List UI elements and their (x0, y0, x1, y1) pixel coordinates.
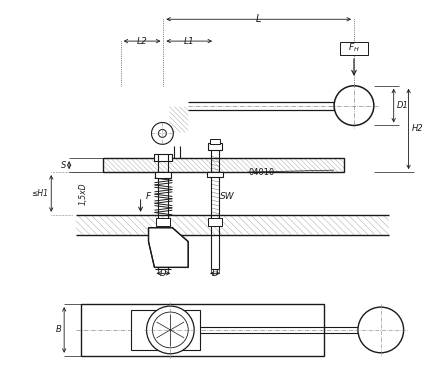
Circle shape (334, 86, 374, 125)
Text: 1,5xD: 1,5xD (78, 182, 88, 205)
Bar (131, 310, 200, 350)
Text: $F_H$: $F_H$ (348, 42, 360, 54)
Bar (81, 304, 324, 356)
Polygon shape (149, 228, 188, 267)
Text: S: S (61, 161, 66, 170)
Text: H2: H2 (412, 125, 423, 134)
Text: 04010: 04010 (249, 168, 275, 177)
Bar (208, 218, 222, 226)
Text: F: F (146, 193, 151, 202)
Text: ≤H1: ≤H1 (31, 189, 48, 198)
Circle shape (151, 122, 174, 144)
Circle shape (146, 306, 194, 354)
Bar (340, 42, 368, 55)
Text: D: D (212, 269, 218, 278)
Text: SW: SW (220, 193, 235, 202)
Text: D: D (160, 269, 167, 278)
Circle shape (153, 312, 188, 348)
Text: D1: D1 (397, 101, 409, 110)
Text: L2: L2 (137, 37, 147, 46)
Bar (103, 158, 344, 172)
Text: L: L (256, 14, 262, 24)
Bar (207, 172, 223, 177)
Circle shape (158, 129, 167, 137)
Bar (210, 140, 220, 144)
Bar (156, 172, 171, 178)
Text: L1: L1 (184, 37, 194, 46)
Text: B: B (55, 325, 61, 334)
Bar (154, 154, 172, 161)
Bar (208, 143, 222, 150)
Bar (157, 218, 170, 226)
Circle shape (358, 307, 404, 353)
